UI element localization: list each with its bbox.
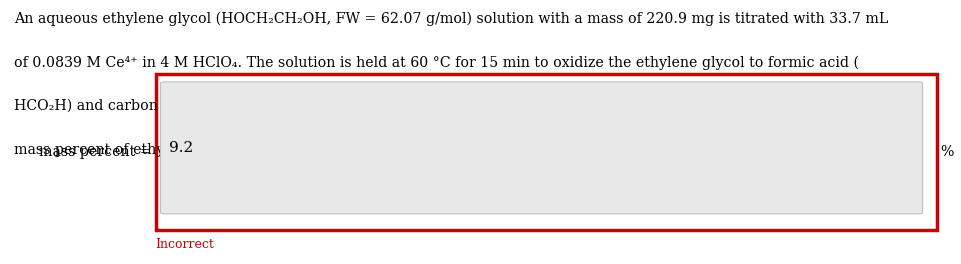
Text: mass percent =: mass percent = <box>39 145 152 159</box>
FancyBboxPatch shape <box>160 82 923 214</box>
Text: Incorrect: Incorrect <box>156 238 214 251</box>
Text: HCO₂H) and carbon dioxide. The excess Ce⁴⁺ is titrated with 11.03 mL of 0.0447 M: HCO₂H) and carbon dioxide. The excess Ce… <box>14 99 898 114</box>
Text: of 0.0839 M Ce⁴⁺ in 4 M HClO₄. The solution is held at 60 °C for 15 min to oxidi: of 0.0839 M Ce⁴⁺ in 4 M HClO₄. The solut… <box>14 55 859 70</box>
Text: An aqueous ethylene glycol (HOCH₂CH₂OH, FW = 62.07 g/mol) solution with a mass o: An aqueous ethylene glycol (HOCH₂CH₂OH, … <box>14 12 889 26</box>
Text: mass percent of ethylene glycol in the unknown solution?: mass percent of ethylene glycol in the u… <box>14 143 428 157</box>
FancyBboxPatch shape <box>156 74 937 230</box>
Text: %: % <box>940 145 953 159</box>
Text: 9.2: 9.2 <box>169 141 193 155</box>
